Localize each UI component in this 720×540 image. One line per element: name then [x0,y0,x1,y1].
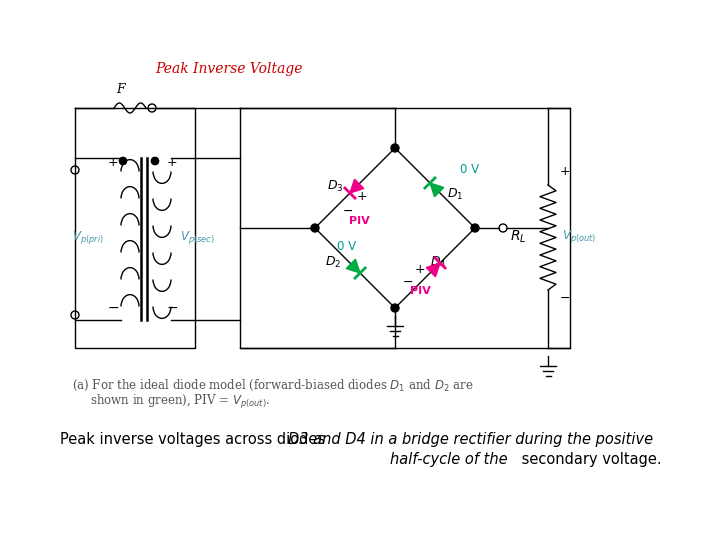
Text: PIV: PIV [349,216,370,226]
Text: −: − [343,205,354,218]
Text: $D_3$: $D_3$ [327,179,343,194]
Text: +: + [415,263,426,276]
Text: $R_L$: $R_L$ [510,229,526,245]
Text: PIV: PIV [410,286,431,296]
Circle shape [151,158,158,165]
Text: shown in green), PIV = $V_{p(out)}$.: shown in green), PIV = $V_{p(out)}$. [90,393,270,411]
Text: 0 V: 0 V [337,240,356,253]
Text: −: − [107,301,119,315]
Text: Peak Inverse Voltage: Peak Inverse Voltage [155,62,302,76]
Text: +: + [357,190,368,203]
Circle shape [120,158,127,165]
Text: −: − [560,292,570,305]
Circle shape [151,158,158,165]
Text: +: + [108,156,118,169]
Text: D3 and D4 in a bridge rectifier during the positive: D3 and D4 in a bridge rectifier during t… [288,432,653,447]
Text: $V_{p(pri)}$: $V_{p(pri)}$ [72,230,104,246]
Text: F: F [116,83,125,96]
Circle shape [391,144,399,152]
Text: −: − [403,276,413,289]
Text: Peak inverse voltages across diodes: Peak inverse voltages across diodes [60,432,330,447]
Text: (a) For the ideal diode model (forward-biased diodes $D_1$ and $D_2$ are: (a) For the ideal diode model (forward-b… [72,378,474,393]
Text: $V_{p(sec)}$: $V_{p(sec)}$ [179,230,215,246]
Text: 0 V: 0 V [460,163,479,176]
Circle shape [471,224,479,232]
Text: +: + [560,165,571,178]
Polygon shape [426,263,440,276]
Text: $D_2$: $D_2$ [325,255,341,270]
Polygon shape [350,179,364,193]
Circle shape [311,224,319,232]
Polygon shape [430,183,444,197]
Text: $V_{p(out)}$: $V_{p(out)}$ [562,228,596,246]
Text: $D_4$: $D_4$ [430,255,446,270]
Circle shape [120,158,127,165]
Circle shape [391,304,399,312]
Text: secondary voltage.: secondary voltage. [517,452,662,467]
Text: half-cycle of the: half-cycle of the [390,452,508,467]
Text: −: − [166,301,178,315]
Polygon shape [346,259,360,273]
Text: $D_1$: $D_1$ [447,187,464,202]
Text: +: + [167,156,177,169]
